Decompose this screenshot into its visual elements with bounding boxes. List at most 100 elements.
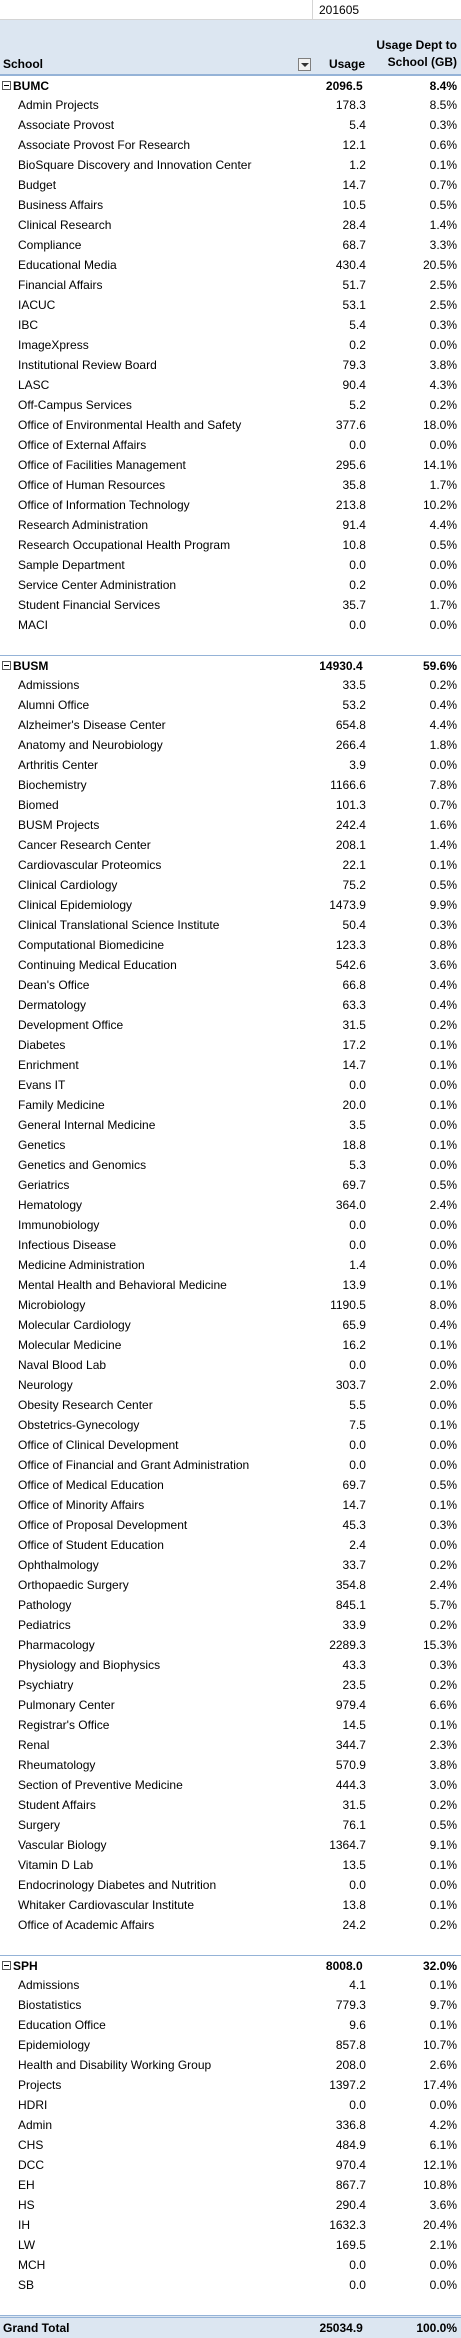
dept-pct: 0.0%	[429, 1218, 457, 1232]
dept-row: Infectious Disease 0.0 0.0%	[0, 1235, 461, 1255]
dept-name: Associate Provost	[18, 118, 115, 132]
dept-usage: 208.0	[335, 2058, 366, 2072]
dept-usage: 51.7	[342, 278, 366, 292]
group-pct: 32.0%	[422, 1959, 457, 1973]
dept-usage: 50.4	[342, 918, 366, 932]
dept-row: Epidemiology 857.8 10.7%	[0, 2035, 461, 2055]
dept-pct: 0.3%	[429, 318, 457, 332]
dept-pct: 4.4%	[429, 718, 457, 732]
dept-usage: 1.4	[349, 1258, 366, 1272]
dept-name: Physiology and Biophysics	[18, 1658, 161, 1672]
dept-pct: 0.1%	[429, 1058, 457, 1072]
dept-pct: 0.1%	[429, 1898, 457, 1912]
dept-usage: 14.5	[342, 1718, 366, 1732]
dept-usage: 0.0	[349, 1458, 366, 1472]
dept-pct: 0.4%	[429, 1318, 457, 1332]
dept-name: Associate Provost For Research	[18, 138, 191, 152]
dept-usage: 0.0	[349, 1218, 366, 1232]
dept-name: Clinical Translational Science Institute	[18, 918, 220, 932]
dept-name: Molecular Medicine	[18, 1338, 122, 1352]
period-row: 201605	[0, 0, 461, 20]
group-name-cell: SPH	[0, 1956, 310, 1975]
dept-usage: 3.5	[349, 1118, 366, 1132]
dept-pct: 0.0%	[429, 2258, 457, 2272]
dept-row: Admin Projects 178.3 8.5%	[0, 95, 461, 115]
dept-name: Service Center Administration	[18, 578, 177, 592]
dept-pct: 0.0%	[429, 758, 457, 772]
dept-row: Health and Disability Working Group 208.0…	[0, 2055, 461, 2075]
dept-name: Pulmonary Center	[18, 1698, 115, 1712]
collapse-button[interactable]	[2, 81, 11, 90]
dept-usage: 13.9	[342, 1278, 366, 1292]
dept-usage: 1473.9	[329, 898, 366, 912]
dept-usage: 14.7	[342, 178, 366, 192]
header-row: School Usage Usage Dept to School (GB)	[0, 20, 461, 75]
dept-usage: 5.4	[349, 118, 366, 132]
dept-pct: 3.8%	[429, 358, 457, 372]
dept-name: Office of External Affairs	[18, 438, 147, 452]
dept-row: Orthopaedic Surgery 354.8 2.4%	[0, 1575, 461, 1595]
dept-row: Biostatistics 779.3 9.7%	[0, 1995, 461, 2015]
dept-row: Pathology 845.1 5.7%	[0, 1595, 461, 1615]
dept-name: Dermatology	[18, 998, 87, 1012]
dept-row: Admissions 33.5 0.2%	[0, 675, 461, 695]
dept-pct: 9.9%	[429, 898, 457, 912]
dept-pct: 4.3%	[429, 378, 457, 392]
dept-usage: 542.6	[335, 958, 366, 972]
dept-pct: 20.4%	[422, 2218, 457, 2232]
dept-usage: 4.1	[349, 1978, 366, 1992]
dept-pct: 0.5%	[429, 1178, 457, 1192]
dept-name: Hematology	[18, 1198, 83, 1212]
dept-usage: 0.2	[349, 578, 366, 592]
dept-row: Educational Media 430.4 20.5%	[0, 255, 461, 275]
dept-usage: 867.7	[335, 2178, 366, 2192]
dept-pct: 0.0%	[429, 2098, 457, 2112]
dept-name: Budget	[18, 178, 57, 192]
dept-usage: 570.9	[335, 1758, 366, 1772]
dept-usage: 1397.2	[329, 2078, 366, 2092]
dept-usage: 10.5	[342, 198, 366, 212]
dept-row: Mental Health and Behavioral Medicine 13.…	[0, 1275, 461, 1295]
dept-name: Research Occupational Health Program	[18, 538, 231, 552]
collapse-button[interactable]	[2, 661, 11, 670]
dept-row: IACUC 53.1 2.5%	[0, 295, 461, 315]
dept-row: Research Administration 91.4 4.4%	[0, 515, 461, 535]
group-usage: 8008.0	[325, 1959, 363, 1973]
dept-row: DCC 970.4 12.1%	[0, 2155, 461, 2175]
dept-pct: 0.1%	[429, 158, 457, 172]
spacer-row	[0, 635, 461, 655]
dept-row: Clinical Epidemiology 1473.9 9.9%	[0, 895, 461, 915]
dept-row: ImageXpress 0.2 0.0%	[0, 335, 461, 355]
dept-name: Epidemiology	[18, 2038, 91, 2052]
group-pct: 8.4%	[429, 79, 457, 93]
dept-row: Dermatology 63.3 0.4%	[0, 995, 461, 1015]
collapse-button[interactable]	[2, 1961, 11, 1970]
dept-name: Orthopaedic Surgery	[18, 1578, 129, 1592]
dept-name: Neurology	[18, 1378, 73, 1392]
dept-row: Medicine Administration 1.4 0.0%	[0, 1255, 461, 1275]
dept-pct: 0.3%	[429, 118, 457, 132]
dept-usage: 484.9	[335, 2138, 366, 2152]
dept-row: BioSquare Discovery and Innovation Cente…	[0, 155, 461, 175]
school-header: School	[3, 57, 44, 71]
dept-row: Microbiology 1190.5 8.0%	[0, 1295, 461, 1315]
dept-pct: 0.2%	[429, 1558, 457, 1572]
dept-name: Sample Department	[18, 558, 125, 572]
dept-name: Medicine Administration	[18, 1258, 145, 1272]
group-pct: 59.6%	[422, 659, 457, 673]
filter-button[interactable]	[298, 58, 311, 71]
dept-pct: 0.3%	[429, 1658, 457, 1672]
dept-usage: 31.5	[342, 1018, 366, 1032]
dept-pct: 0.6%	[429, 138, 457, 152]
dept-usage: 65.9	[342, 1318, 366, 1332]
dept-row: Whitaker Cardiovascular Institute 13.8 0.1…	[0, 1895, 461, 1915]
dept-row: Office of Environmental Health and Safet…	[0, 415, 461, 435]
dept-row: Office of Clinical Development 0.0 0.0%	[0, 1435, 461, 1455]
dept-name: Rheumatology	[18, 1758, 96, 1772]
dept-row: Immunobiology 0.0 0.0%	[0, 1215, 461, 1235]
dept-name: ImageXpress	[18, 338, 89, 352]
dept-name: Genetics	[18, 1138, 66, 1152]
dept-name: Ophthalmology	[18, 1558, 99, 1572]
dept-usage: 35.8	[342, 478, 366, 492]
dept-usage: 5.2	[349, 398, 366, 412]
